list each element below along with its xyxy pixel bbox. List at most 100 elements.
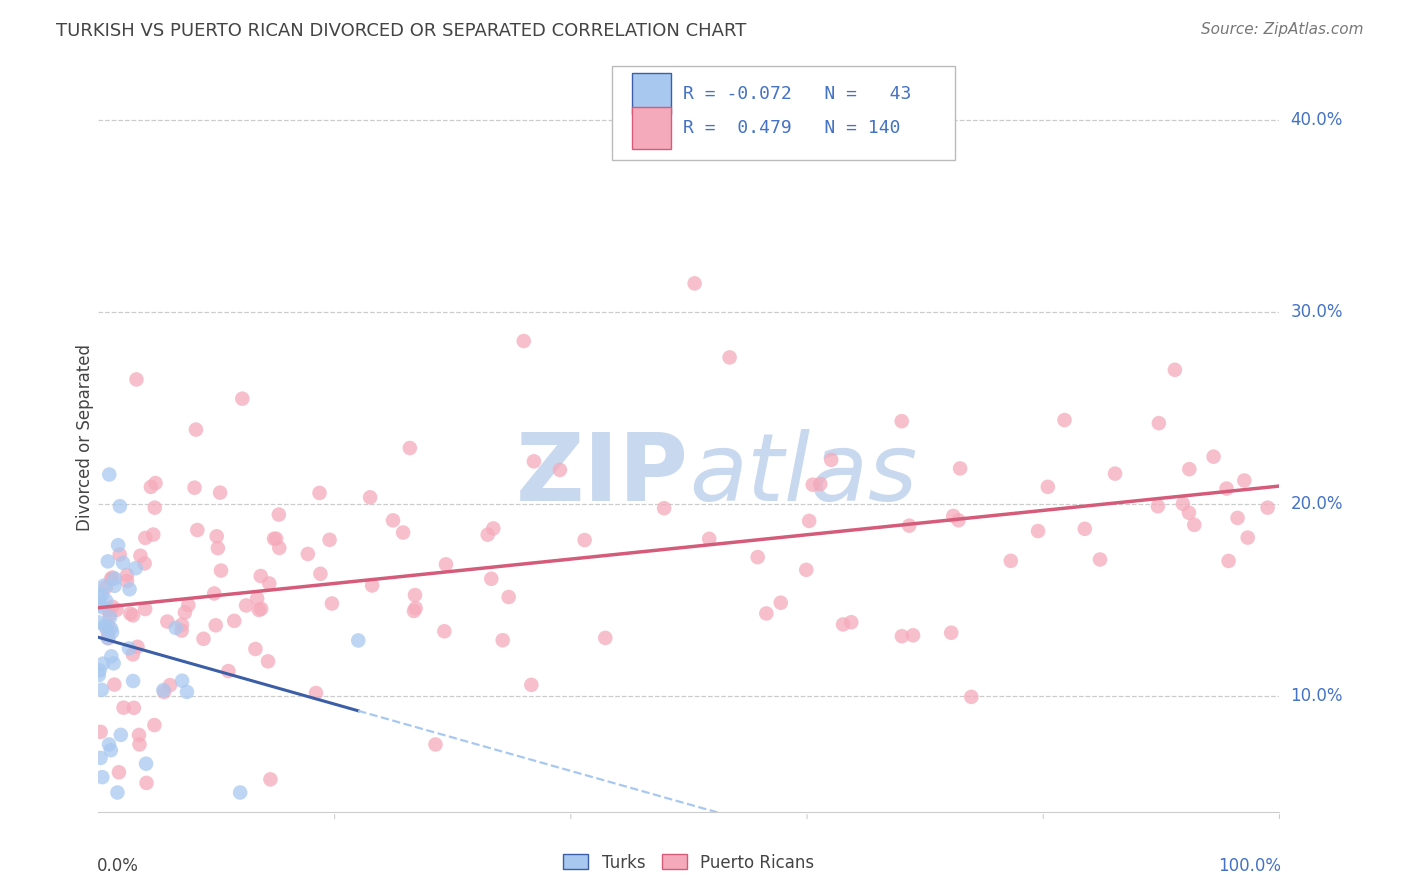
Point [115, 574, 138, 588]
Point [433, 624, 456, 639]
Point [832, 617, 855, 632]
Point [97, 603, 120, 617]
Point [259, 772, 281, 787]
Point [209, 485, 232, 500]
Point [101, 625, 124, 640]
Point [118, 582, 141, 597]
Point [595, 631, 617, 645]
Point [156, 615, 179, 629]
Point [399, 441, 422, 455]
Point [112, 700, 135, 714]
Point [103, 579, 125, 593]
Point [115, 568, 138, 582]
FancyBboxPatch shape [612, 66, 955, 160]
Point [89, 664, 111, 678]
Point [769, 596, 792, 610]
Point [90, 725, 112, 739]
Point [264, 532, 287, 546]
Point [1226, 511, 1249, 525]
Point [1000, 554, 1022, 568]
Point [1236, 531, 1258, 545]
Point [1233, 474, 1256, 488]
Point [101, 599, 124, 614]
Point [498, 590, 520, 604]
Point [186, 523, 208, 537]
Point [405, 601, 427, 615]
Point [122, 608, 145, 623]
Point [98, 610, 121, 624]
Point [574, 533, 596, 547]
Point [941, 625, 963, 640]
Point [382, 513, 405, 527]
Point [159, 678, 181, 692]
Point [246, 591, 269, 606]
Point [1178, 462, 1201, 476]
Point [139, 480, 162, 494]
Point [404, 588, 426, 602]
Text: 40.0%: 40.0% [1291, 112, 1343, 129]
Text: 10.0%: 10.0% [1291, 688, 1343, 706]
Point [949, 461, 972, 475]
Point [165, 621, 187, 635]
Point [652, 501, 675, 516]
Point [94, 593, 117, 607]
Point [1257, 500, 1279, 515]
Point [235, 599, 257, 613]
Point [948, 513, 970, 527]
Point [523, 454, 546, 468]
Point [100, 649, 122, 664]
Point [134, 557, 156, 571]
Point [263, 532, 285, 546]
Point [112, 556, 135, 570]
Point [839, 615, 862, 630]
Point [108, 765, 131, 780]
Point [97, 619, 120, 633]
Point [269, 541, 291, 555]
Point [960, 690, 983, 704]
Point [100, 743, 122, 757]
Point [193, 632, 215, 646]
Point [105, 603, 128, 617]
Point [402, 604, 425, 618]
Text: R =  0.479   N = 140: R = 0.479 N = 140 [683, 120, 900, 137]
Point [901, 628, 924, 642]
Point [1218, 554, 1240, 568]
Point [309, 566, 332, 581]
Text: atlas: atlas [689, 429, 917, 520]
Point [110, 728, 132, 742]
Point [1164, 363, 1187, 377]
Point [942, 508, 965, 523]
Point [808, 477, 831, 491]
Point [122, 701, 145, 715]
Point [245, 642, 267, 657]
Legend: Turks, Puerto Ricans: Turks, Puerto Ricans [557, 847, 821, 879]
Point [425, 738, 447, 752]
Point [97, 631, 120, 645]
Point [477, 527, 499, 541]
Point [224, 614, 246, 628]
Point [135, 756, 157, 771]
Point [1088, 552, 1111, 566]
Text: ZIP: ZIP [516, 428, 689, 521]
Point [747, 550, 769, 565]
Point [801, 477, 824, 491]
Point [107, 785, 129, 799]
Point [128, 728, 150, 742]
Point [305, 686, 328, 700]
Text: Source: ZipAtlas.com: Source: ZipAtlas.com [1201, 22, 1364, 37]
Point [122, 673, 145, 688]
Text: 0.0%: 0.0% [97, 856, 139, 875]
Point [217, 664, 239, 678]
Point [1178, 506, 1201, 520]
Point [183, 481, 205, 495]
Point [145, 476, 167, 491]
Point [135, 776, 157, 790]
Point [127, 640, 149, 654]
Point [492, 633, 515, 648]
Point [91, 657, 114, 671]
Point [100, 572, 122, 586]
Point [1171, 497, 1194, 511]
Point [259, 576, 281, 591]
Point [121, 648, 143, 662]
Point [108, 548, 131, 562]
